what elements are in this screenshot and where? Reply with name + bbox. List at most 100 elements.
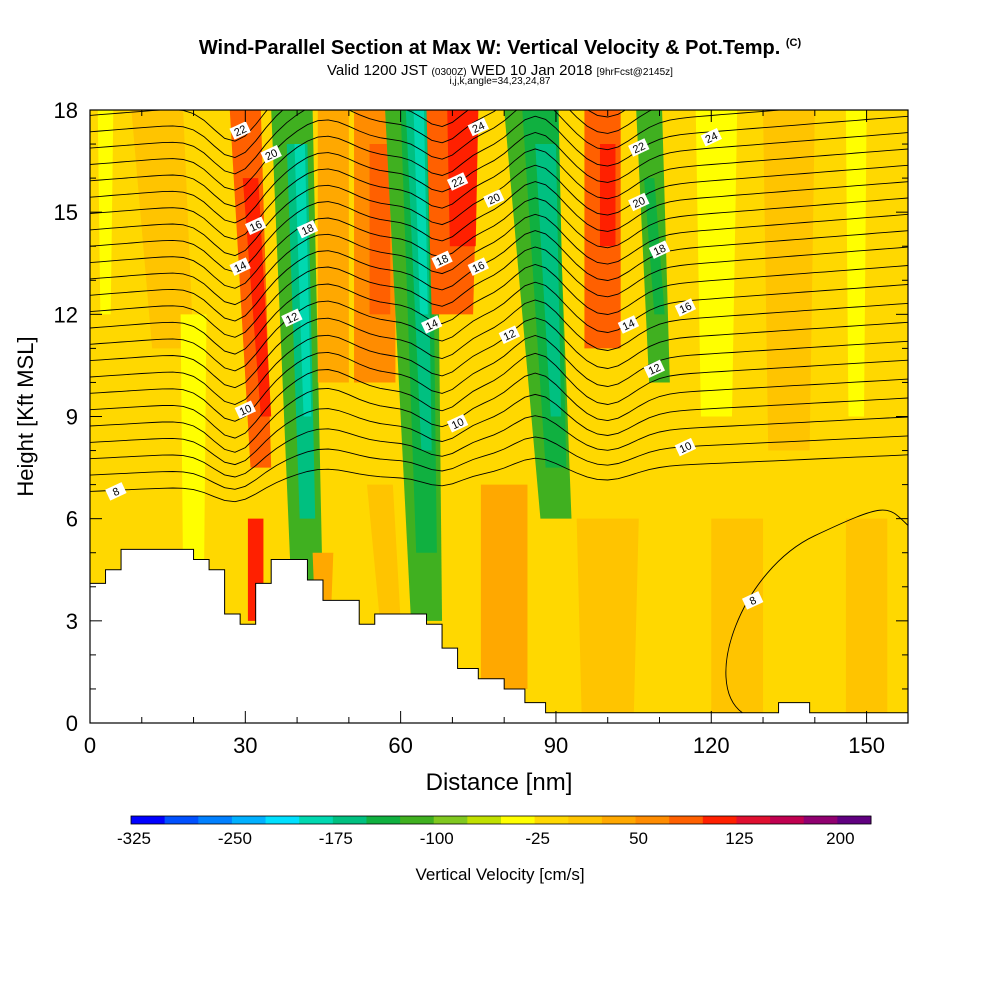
theta-label-box (421, 315, 443, 334)
theta-contour-line (90, 246, 908, 338)
velocity-band (131, 110, 194, 349)
velocity-band (711, 518, 764, 723)
theta-contour-label: 10 (446, 414, 469, 433)
theta-contour-label: 20 (628, 192, 650, 212)
colorbar-tick-label: 50 (629, 829, 648, 848)
theta-label-box (467, 257, 489, 276)
theta-label-text: 8 (748, 595, 759, 608)
theta-label-box (281, 308, 303, 327)
colorbar-tick-label: -25 (525, 829, 550, 848)
colorbar-swatch (198, 816, 233, 824)
theta-label-box (446, 414, 469, 433)
chart-subtitle: Valid 1200 JST (0300Z) WED 10 Jan 2018 [… (0, 62, 1000, 79)
velocity-band (366, 484, 401, 621)
velocity-band (180, 314, 207, 587)
velocity-band (763, 110, 815, 451)
theta-contour-label: 18 (431, 250, 453, 270)
chart-indices: i,j,k,angle=34,23,24,87 (449, 76, 551, 87)
colorbar-swatch (131, 816, 166, 824)
theta-label-text: 18 (434, 253, 450, 269)
colorbar-swatch (164, 816, 199, 824)
theta-label-box (741, 591, 764, 610)
chart-title-text: Wind-Parallel Section at Max W: Vertical… (198, 37, 781, 59)
colorbar-swatch (837, 816, 872, 824)
y-tick-label: 9 (66, 405, 78, 430)
theta-label-text: 16 (678, 300, 694, 316)
theta-contour-line (90, 110, 653, 175)
theta-label-box (229, 121, 251, 140)
theta-contour-labels: 8 8 10 10 10 12 12 12 14 14 14 16 16 16 18 18 18 20 20 20 22… (105, 117, 764, 610)
colorbar-swatch (803, 816, 838, 824)
theta-contour-line (90, 148, 908, 240)
colorbar-swatch (669, 816, 704, 824)
theta-label-text: 8 (111, 486, 122, 499)
theta-contour-label: 24 (467, 117, 489, 137)
colorbar: -325 -250 -175 -100 -25 50 125 200 Vertical Velo… (117, 815, 872, 884)
colorbar-swatch (601, 816, 637, 824)
theta-contour-line (90, 454, 908, 503)
theta-contour-line (90, 335, 908, 422)
axes (89, 109, 908, 724)
velocity-band (242, 178, 272, 417)
colorbar-swatch (332, 816, 367, 824)
colorbar-swatch (366, 816, 401, 824)
velocity-band (369, 144, 391, 315)
theta-label-text: 20 (264, 147, 280, 163)
colorbar-frame (130, 815, 872, 825)
theta-contour-line (90, 299, 908, 389)
theta-contour-line (90, 372, 908, 453)
terrain (89, 548, 909, 724)
theta-contour-label: 12 (498, 325, 521, 345)
theta-contour-label: 12 (281, 308, 303, 327)
theta-contour-label: 22 (446, 172, 469, 191)
colorbar-swatch (400, 816, 435, 824)
theta-label-box (700, 128, 722, 147)
theta-contour-line (90, 181, 908, 273)
theta-contour-line (90, 110, 786, 191)
valid-date: WED 10 Jan 2018 (470, 62, 593, 79)
y-tick-label: 6 (66, 507, 78, 532)
theta-contours (90, 110, 908, 714)
theta-label-text: 22 (450, 174, 466, 190)
velocity-band (535, 144, 562, 417)
theta-contour-line (90, 352, 908, 439)
velocity-band (845, 110, 867, 417)
colorbar-tick-label: -250 (218, 829, 252, 848)
velocity-band (413, 110, 428, 315)
theta-label-text: 24 (704, 130, 720, 146)
theta-contour-label: 14 (229, 257, 251, 276)
chart-title: Wind-Parallel Section at Max W: Vertical… (0, 37, 1000, 60)
colorbar-tick-label: -325 (117, 829, 151, 848)
y-tick-labels: 0 3 6 9 12 15 18 (54, 98, 78, 736)
velocity-band (576, 518, 639, 723)
theta-label-text: 12 (647, 362, 663, 378)
x-tick-label: 150 (848, 733, 885, 758)
theta-label-text: 16 (471, 260, 487, 276)
theta-label-box (674, 298, 697, 317)
x-tick-label: 120 (693, 733, 730, 758)
colorbar-swatch (467, 816, 502, 824)
theta-contour-line (90, 435, 908, 490)
theta-contour-line (90, 132, 908, 224)
valid-prefix: Valid 1200 JST (327, 62, 428, 79)
y-tick-label: 15 (54, 200, 78, 225)
theta-label-text: 22 (232, 123, 248, 139)
colorbar-swatch (501, 816, 536, 824)
theta-label-box (446, 172, 469, 191)
velocity-band (599, 144, 616, 247)
x-tick-label: 30 (233, 733, 257, 758)
theta-contour-line (90, 197, 908, 289)
colorbar-swatch (231, 816, 267, 824)
colorbar-swatch (702, 816, 737, 824)
theta-contour-label: 10 (234, 400, 257, 419)
theta-contour-label: 8 (105, 482, 127, 501)
y-tick-label: 3 (66, 609, 78, 634)
theta-label-box (229, 257, 251, 276)
theta-contour-label: 22 (628, 138, 650, 157)
theta-label-text: 20 (631, 195, 647, 211)
theta-label-text: 22 (631, 140, 647, 156)
theta-label-text: 14 (424, 317, 440, 333)
theta-contour-label: 16 (674, 298, 697, 317)
colorbar-swatch (635, 816, 670, 824)
theta-label-box (296, 219, 319, 239)
